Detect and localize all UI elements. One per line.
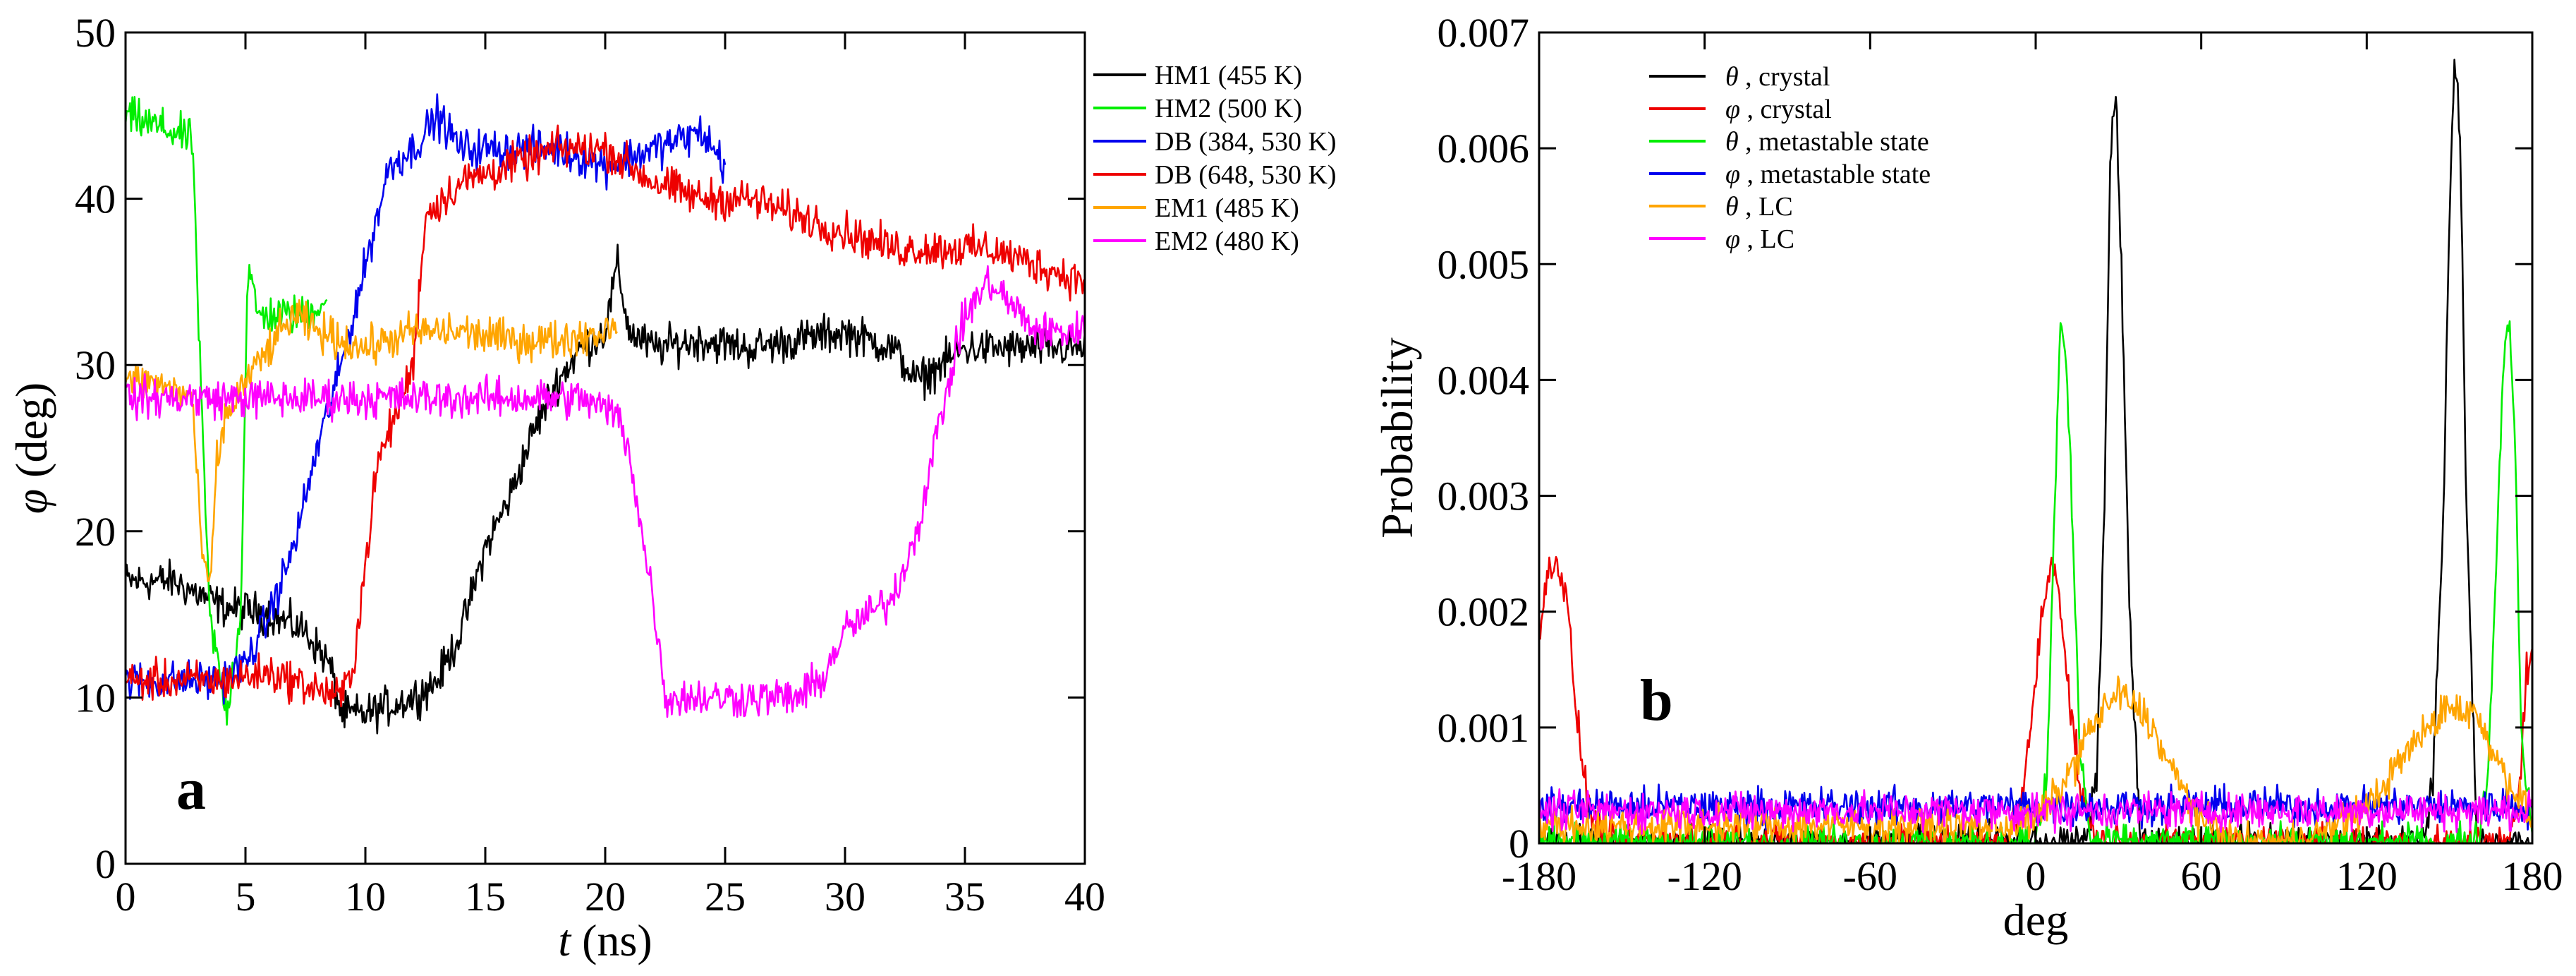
panel-a-x-axis-symbol: t <box>558 915 572 965</box>
panel-b-legend-text: , crystal <box>1739 62 1830 92</box>
panel-b-legend-text: , LC <box>1739 192 1793 222</box>
panel-b-x-tick-label: 0 <box>2026 853 2046 899</box>
panel-a-y-axis-unit: (deg) <box>6 382 56 489</box>
panel-b-legend-label: φ , metastable state <box>1725 159 1931 189</box>
panel-a-legend-label: EM2 (480 K) <box>1155 227 1299 256</box>
panel-b-x-tick-label: 60 <box>2181 853 2222 899</box>
panel-b-legend-label: θ , crystal <box>1725 62 1830 92</box>
panel-b-y-tick-label: 0.007 <box>1438 10 1530 56</box>
panel-b-series-line-2 <box>1538 320 2534 845</box>
panel-b-series-line-0 <box>1538 59 2532 845</box>
panel-b-series-line-5 <box>1538 788 2534 835</box>
panel-a-x-tick-label: 0 <box>116 874 136 920</box>
panel-a-y-tick-label: 30 <box>75 342 116 388</box>
panel-a-series-line-0 <box>124 243 1086 735</box>
panel-a-x-tick-label: 30 <box>825 874 865 920</box>
panel-b-legend-text: , LC <box>1740 224 1794 254</box>
panel-b-x-tick-label: -120 <box>1667 853 1742 899</box>
panel-a-legend: HM1 (455 K) HM2 (500 K) DB (384, 530 K)DB … <box>1093 61 1337 256</box>
panel-a-x-tick-label: 25 <box>705 874 746 920</box>
panel-a-y-tick-label: 0 <box>95 841 116 887</box>
panel-a-series-line-4 <box>124 299 619 582</box>
panel-a-y-tick-label: 40 <box>75 176 116 222</box>
panel-a-label: a <box>176 757 206 822</box>
panel-a-x-tick-label: 5 <box>236 874 256 920</box>
panel-b-x-axis-label: deg <box>2003 895 2068 945</box>
panel-a-legend-label: DB (648, 530 K) <box>1155 160 1337 190</box>
panel-b-plot-frame <box>1538 31 2534 845</box>
panel-a-x-tick-label: 10 <box>345 874 386 920</box>
panel-a-y-tick-label: 10 <box>75 675 116 721</box>
panel-b-y-tick-label: 0.005 <box>1438 241 1530 287</box>
panel-b-legend-symbol: θ <box>1725 127 1739 157</box>
panel-b-legend-symbol: φ <box>1725 224 1740 254</box>
panel-a-y-axis-label: φ (deg) <box>6 382 56 514</box>
panel-a-series <box>124 93 1086 735</box>
panel-b-x-tick-label: 180 <box>2502 853 2563 899</box>
panel-b: -180 -120 -60 0 60 120 180 0 0.001 0.002 0.003 0.0… <box>1372 10 2563 945</box>
panel-a-x-tick-label: 20 <box>585 874 626 920</box>
panel-b-legend-text: , metastable state <box>1740 159 1931 189</box>
panel-b-y-axis: 0 0.001 0.002 0.003 0.004 0.005 0.006 0.007 <box>1438 10 2532 867</box>
panel-b-y-tick-label: 0 <box>1509 821 1529 867</box>
panel-a-series-line-5 <box>125 265 1086 718</box>
panel-b-x-tick-label: -60 <box>1843 853 1897 899</box>
panel-b-y-axis-label: Probability <box>1372 337 1422 538</box>
panel-b-y-tick-label: 0.004 <box>1438 357 1530 403</box>
panel-b-legend-text: , crystal <box>1740 95 1832 124</box>
panel-b-legend-text: , metastable state <box>1739 127 1929 157</box>
panel-b-series <box>1538 59 2534 845</box>
panel-b-legend-label: θ , LC <box>1725 192 1793 222</box>
panel-a-x-tick-label: 15 <box>465 874 506 920</box>
panel-b-x-tick-label: 120 <box>2336 853 2398 899</box>
panel-b-y-tick-label: 0.002 <box>1438 589 1530 635</box>
panel-b-legend-symbol: φ <box>1725 95 1740 124</box>
panel-a-legend-label: EM1 (485 K) <box>1155 193 1299 223</box>
panel-a: 0 5 10 15 20 25 30 35 40 0 10 20 30 40 50 t (ns) φ (d… <box>6 10 1337 965</box>
panel-b-label: b <box>1640 668 1673 733</box>
panel-a-y-axis-symbol: φ <box>6 489 56 514</box>
panel-a-x-axis-label: t (ns) <box>558 915 652 965</box>
panel-a-legend-label: HM2 (500 K) <box>1155 94 1302 123</box>
panel-a-legend-label: DB (384, 530 K) <box>1155 127 1337 157</box>
panel-a-y-tick-label: 20 <box>75 509 116 555</box>
panel-a-y-axis: 0 10 20 30 40 50 <box>75 10 1085 887</box>
panel-a-x-axis: 0 5 10 15 20 25 30 35 40 <box>116 32 1105 920</box>
panel-b-legend-label: θ , metastable state <box>1725 127 1929 157</box>
panel-b-y-tick-label: 0.003 <box>1438 474 1530 519</box>
panel-a-legend-label: HM1 (455 K) <box>1155 61 1302 90</box>
panel-a-x-tick-label: 40 <box>1064 874 1105 920</box>
panel-b-legend-symbol: θ <box>1725 62 1739 92</box>
panel-b-x-axis: -180 -120 -60 0 60 120 180 <box>1502 32 2563 899</box>
panel-b-legend-label: φ , crystal <box>1725 95 1832 124</box>
panel-b-legend-label: φ , LC <box>1725 224 1794 254</box>
panel-a-x-axis-unit: (ns) <box>571 915 652 965</box>
panel-b-x-tick-label: -180 <box>1502 853 1576 899</box>
panel-b-legend-symbol: θ <box>1725 192 1739 222</box>
panel-b-y-tick-label: 0.001 <box>1438 705 1530 751</box>
panel-b-y-tick-label: 0.006 <box>1438 126 1530 171</box>
panel-a-x-tick-label: 35 <box>944 874 985 920</box>
panel-b-legend-symbol: φ <box>1725 159 1740 189</box>
panel-a-series-line-3 <box>125 124 1086 708</box>
panel-a-y-tick-label: 50 <box>75 10 116 56</box>
